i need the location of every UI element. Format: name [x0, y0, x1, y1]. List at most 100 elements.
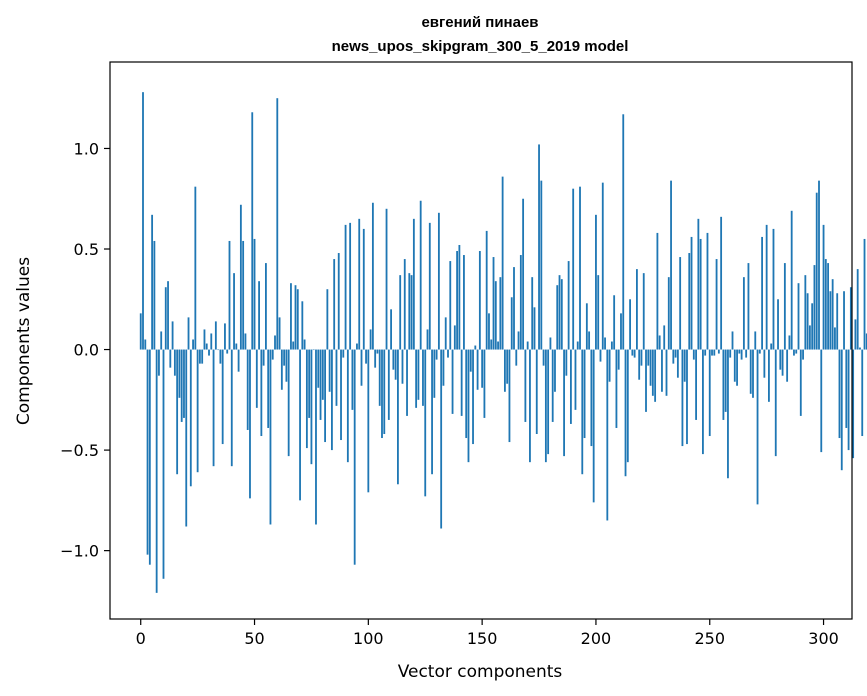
bar-218: [636, 269, 638, 350]
bar-139: [456, 251, 459, 350]
y-tick-label: −1.0: [60, 542, 99, 561]
bar-166: [517, 331, 520, 350]
bar-84: [331, 349, 333, 451]
bar-126: [426, 329, 429, 350]
bar-232: [667, 277, 670, 350]
bar-106: [381, 349, 383, 439]
bar-145: [469, 349, 472, 372]
bar-258: [727, 349, 729, 479]
bar-229: [661, 349, 663, 392]
bar-83: [328, 349, 331, 392]
bar-72: [303, 339, 306, 350]
bar-141: [460, 349, 463, 416]
bar-154: [490, 339, 493, 350]
x-tick-label: 300: [808, 629, 839, 648]
bar-167: [519, 255, 522, 350]
bar-293: [806, 293, 809, 350]
bar-279: [774, 349, 777, 457]
bar-17: [178, 349, 181, 398]
bar-205: [606, 349, 609, 521]
bar-269: [752, 349, 754, 398]
bar-260: [731, 331, 734, 350]
bar-59: [274, 335, 276, 350]
bar-159: [501, 176, 504, 350]
bar-199: [592, 349, 595, 503]
bar-236: [676, 349, 679, 378]
bar-35: [219, 349, 222, 364]
bar-184: [558, 275, 561, 350]
bar-197: [588, 331, 591, 350]
bar-12: [167, 281, 169, 350]
bar-247: [702, 349, 704, 455]
bar-49: [251, 112, 254, 350]
bar-315: [856, 269, 859, 350]
bar-271: [756, 349, 759, 505]
bar-9: [160, 331, 163, 350]
bar-130: [435, 349, 438, 360]
bar-137: [451, 349, 454, 414]
bar-138: [453, 325, 456, 350]
bar-190: [572, 188, 575, 350]
bar-230: [663, 325, 666, 350]
bar-241: [688, 253, 691, 350]
bar-204: [604, 337, 606, 350]
bar-88: [340, 349, 342, 441]
bar-186: [563, 349, 565, 457]
bar-278: [772, 228, 775, 350]
bar-94: [353, 349, 356, 565]
x-axis-ticks: 0 50 100 150 200 250 300: [136, 619, 839, 648]
bar-96: [358, 218, 361, 350]
bar-160: [503, 349, 506, 392]
bar-7: [155, 349, 158, 593]
bar-203: [601, 182, 604, 350]
bar-233: [670, 180, 672, 350]
bar-156: [494, 281, 497, 350]
bar-114: [399, 275, 402, 350]
bar-283: [783, 263, 786, 350]
bar-75: [310, 349, 313, 465]
bar-301: [824, 259, 827, 350]
bar-116: [403, 259, 406, 350]
bar-291: [802, 349, 804, 360]
bar-133: [442, 349, 445, 386]
bar-27: [201, 349, 204, 364]
bar-317: [861, 349, 864, 437]
bar-66: [290, 283, 292, 350]
bar-38: [226, 349, 229, 354]
bar-201: [597, 275, 600, 350]
bar-162: [508, 349, 511, 443]
bar-202: [599, 349, 602, 362]
bar-63: [283, 349, 286, 366]
bar-28: [203, 329, 206, 350]
bar-180: [549, 337, 552, 350]
bar-261: [733, 349, 736, 382]
bar-33: [214, 321, 217, 350]
bar-172: [531, 277, 534, 350]
x-tick-label: 200: [581, 629, 612, 648]
bar-136: [449, 261, 452, 350]
y-tick-label: 0.0: [74, 341, 99, 360]
bar-170: [526, 341, 529, 350]
bar-87: [337, 253, 340, 350]
bar-194: [581, 349, 584, 475]
bar-26: [198, 349, 201, 364]
bar-196: [585, 303, 588, 350]
bar-285: [788, 335, 791, 350]
bar-4: [148, 349, 151, 565]
bar-287: [793, 349, 795, 356]
bar-45: [242, 240, 245, 350]
bar-65: [287, 349, 290, 457]
bar-176: [540, 180, 543, 350]
bar-109: [387, 349, 390, 420]
bar-312: [849, 287, 852, 350]
bar-193: [579, 186, 581, 350]
bar-2: [144, 339, 147, 350]
bar-112: [394, 349, 397, 380]
bar-215: [629, 299, 631, 350]
bar-23: [192, 339, 194, 350]
bar-129: [433, 349, 436, 398]
bar-195: [583, 349, 586, 439]
bar-132: [440, 349, 443, 529]
bar-173: [533, 307, 536, 350]
bar-157: [497, 341, 499, 350]
